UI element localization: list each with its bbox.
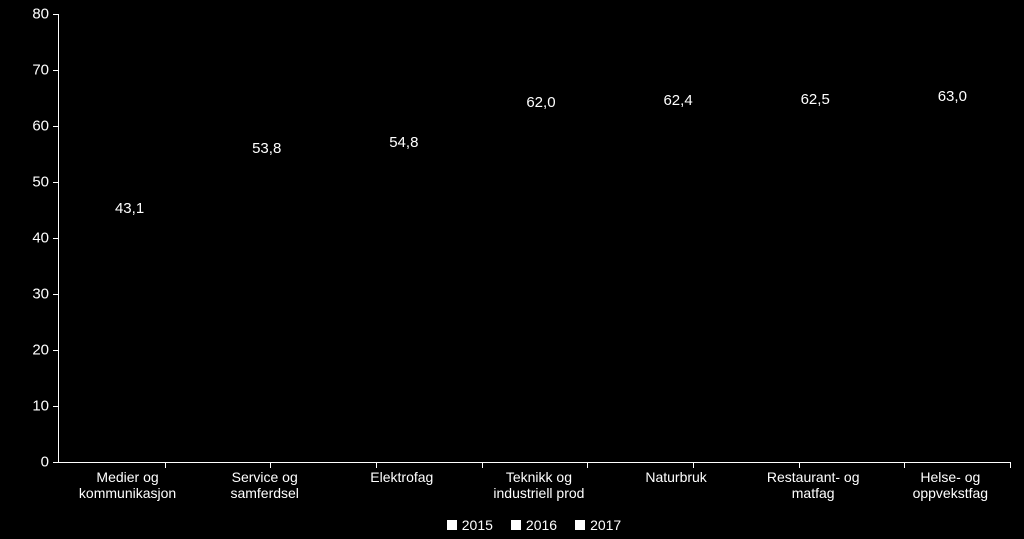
bar-chart: 43,1Medier og kommunikasjon53,8Service o… (0, 0, 1024, 539)
y-axis-label: 50 (32, 174, 49, 191)
y-axis-label: 80 (32, 6, 49, 23)
bar-value-label: 62,4 (663, 92, 692, 109)
legend-label: 2017 (590, 517, 621, 533)
bar-group: 53,8Service og samferdsel (196, 14, 333, 462)
bar-value-label: 62,5 (801, 91, 830, 108)
y-axis-label: 60 (32, 118, 49, 135)
x-tick (1010, 462, 1011, 468)
x-tick (904, 462, 905, 468)
x-axis-label: Medier og kommunikasjon (79, 469, 176, 501)
legend-swatch (511, 520, 521, 530)
x-axis-label: Helse- og oppvekstfag (913, 469, 989, 501)
y-tick (53, 70, 59, 71)
y-tick (53, 406, 59, 407)
y-axis-label: 40 (32, 230, 49, 247)
bar-group: 63,0Helse- og oppvekstfag (882, 14, 1019, 462)
bar-group: 62,0Teknikk og industriell prod (470, 14, 607, 462)
x-tick (165, 462, 166, 468)
x-tick (482, 462, 483, 468)
bar-value-label: 43,1 (115, 200, 144, 217)
y-axis-label: 70 (32, 62, 49, 79)
legend-item: 2015 (447, 517, 493, 533)
bar-group: 43,1Medier og kommunikasjon (59, 14, 196, 462)
y-axis-label: 30 (32, 286, 49, 303)
bar-group: 65,6Design og håndverk (1019, 14, 1024, 462)
bar-value-label: 53,8 (252, 140, 281, 157)
bar-value-label: 62,0 (526, 94, 555, 111)
plot-area: 43,1Medier og kommunikasjon53,8Service o… (58, 14, 1010, 463)
legend-label: 2016 (526, 517, 557, 533)
y-tick (53, 350, 59, 351)
y-axis-label: 0 (41, 454, 49, 471)
bar-group: 54,8Elektrofag (333, 14, 470, 462)
legend-label: 2015 (462, 517, 493, 533)
y-tick (53, 182, 59, 183)
y-tick (53, 294, 59, 295)
y-tick (53, 126, 59, 127)
y-tick (53, 238, 59, 239)
legend-item: 2017 (575, 517, 621, 533)
x-tick (376, 462, 377, 468)
x-axis-label: Elektrofag (370, 469, 433, 485)
x-tick (693, 462, 694, 468)
bar-group: 62,4Naturbruk (608, 14, 745, 462)
x-axis-label: Restaurant- og matfag (767, 469, 860, 501)
legend: 2015 2016 2017 (58, 517, 1010, 533)
legend-swatch (447, 520, 457, 530)
legend-swatch (575, 520, 585, 530)
legend-item: 2016 (511, 517, 557, 533)
x-tick (799, 462, 800, 468)
bar-value-label: 63,0 (938, 88, 967, 105)
y-tick (53, 14, 59, 15)
bar-value-label: 54,8 (389, 134, 418, 151)
x-axis-label: Teknikk og industriell prod (493, 469, 584, 501)
bar-group: 62,5Restaurant- og matfag (745, 14, 882, 462)
x-axis-label: Service og samferdsel (230, 469, 298, 501)
x-tick (587, 462, 588, 468)
x-axis-label: Naturbruk (645, 469, 706, 485)
y-axis-label: 10 (32, 398, 49, 415)
y-axis-label: 20 (32, 342, 49, 359)
bar-groups: 43,1Medier og kommunikasjon53,8Service o… (59, 14, 1010, 462)
x-tick (270, 462, 271, 468)
y-tick (53, 462, 59, 463)
